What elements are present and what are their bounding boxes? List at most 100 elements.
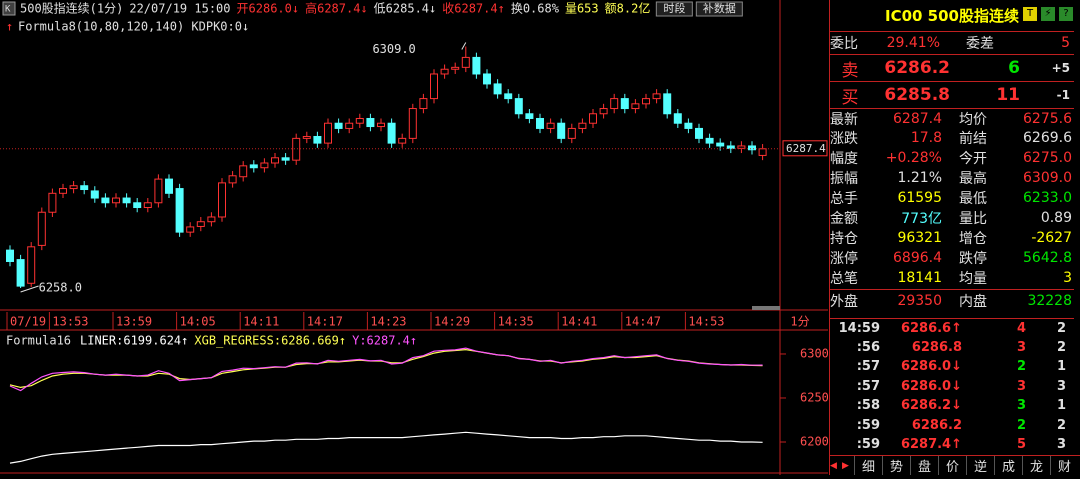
- candle-body: [69, 185, 78, 190]
- quote-cell: 3: [1016, 398, 1026, 413]
- quote-cell: :56: [856, 339, 880, 355]
- quote-cell: 6287.4: [893, 111, 942, 127]
- x-tick-label: 13:53: [52, 315, 88, 329]
- tab-arrow[interactable]: ▶: [842, 460, 849, 471]
- x-tick-label: 14:05: [180, 315, 216, 329]
- tab[interactable]: 财: [1050, 456, 1078, 475]
- quote-cell: 3: [1063, 270, 1072, 286]
- candle-body: [196, 221, 205, 227]
- candle-body: [334, 122, 343, 129]
- candle-body: [175, 188, 184, 233]
- candle-body: [652, 93, 661, 100]
- menu-icon: K: [5, 5, 11, 15]
- quote-cell: 5: [1016, 437, 1026, 452]
- toolbar-icon[interactable]: ⚡: [1041, 7, 1055, 21]
- scrollbar[interactable]: [752, 306, 780, 310]
- toolbar-icon[interactable]: T: [1023, 7, 1037, 21]
- candle-body: [6, 249, 14, 262]
- quote-cell: 2: [1056, 321, 1066, 336]
- candle-body: [101, 197, 110, 204]
- candle-body: [631, 103, 640, 110]
- candle-body: [239, 165, 248, 178]
- quote-cell: 29.41%: [886, 35, 940, 51]
- tab[interactable]: 成: [994, 456, 1022, 475]
- tab[interactable]: 价: [938, 456, 966, 475]
- tab[interactable]: 势: [882, 456, 910, 475]
- quote-cell: 6286.2: [884, 58, 950, 78]
- tab-arrow[interactable]: ◀: [830, 460, 837, 471]
- candle-body: [408, 108, 417, 139]
- quote-cell: 总笔: [830, 271, 858, 287]
- quote-row: IC00 500股指连续: [830, 0, 1074, 30]
- tab[interactable]: 逆: [966, 456, 994, 475]
- quote-cell: 1.21%: [897, 170, 942, 186]
- quote-cell: 均量: [959, 271, 987, 287]
- quote-cell: 6286.8: [911, 339, 962, 355]
- candle-body: [260, 162, 269, 169]
- candle-body: [705, 137, 714, 144]
- quote-row: 买 6285.8 11 -1: [830, 81, 1074, 108]
- quote-cell: 6286.2↓: [900, 398, 962, 413]
- quote-cell: 幅度: [830, 151, 858, 167]
- quote-row: 卖 6286.2 6 +5: [830, 54, 1074, 81]
- candle-body: [112, 197, 120, 204]
- quote-cell: 0.89: [1040, 210, 1072, 226]
- quote-cell: 3: [1056, 378, 1066, 394]
- toolbar-icon[interactable]: ?: [1059, 7, 1073, 21]
- annotation-label: 6258.0: [39, 281, 82, 295]
- menu-button[interactable]: [2, 1, 16, 16]
- candle-body: [249, 164, 258, 169]
- x-tick-label: 14:29: [434, 315, 470, 329]
- quote-cell: 6269.6: [1023, 130, 1072, 146]
- candle-body: [207, 216, 216, 223]
- candle-body: [281, 157, 290, 161]
- tab[interactable]: 盘: [910, 456, 938, 475]
- quote-cell: 2: [1016, 417, 1026, 433]
- candle-body: [673, 113, 682, 124]
- header-button[interactable]: [655, 1, 693, 17]
- quote-cell: 3: [1016, 339, 1026, 355]
- quote-cell: 外盘: [830, 294, 858, 310]
- candle-body: [398, 137, 407, 144]
- candle-body: [48, 192, 57, 213]
- candle-body: [218, 182, 226, 218]
- quote-row: 最新 6287.4 均价 6275.6: [830, 108, 1074, 129]
- candle-body: [536, 117, 544, 129]
- x-tick-label: 07/19: [10, 315, 46, 329]
- candle-body: [493, 83, 502, 95]
- quote-cell: 96321: [897, 230, 942, 246]
- formula-line: Formula8(10,80,120,140) KDPK0:0↓: [18, 20, 249, 34]
- quote-cell: 涨跌: [830, 131, 858, 147]
- header-button[interactable]: [695, 1, 743, 17]
- candle-body: [610, 98, 619, 110]
- quote-cell: 内盘: [959, 294, 987, 310]
- candle-body: [37, 211, 46, 246]
- x-tick-label: 14:23: [370, 315, 406, 329]
- quote-panel: IC00 500股指连续 T ⚡? 委比 29.41% 委差 5 卖 6286.2 6 +5 买 628…: [829, 0, 1080, 475]
- quote-cell: 跌停: [959, 251, 987, 267]
- candle-body: [27, 246, 36, 284]
- background: [0, 0, 828, 475]
- quote-cell: 均价: [959, 112, 987, 128]
- quote-row: 涨停 6896.4 跌停 5642.8: [830, 248, 1074, 268]
- quote-row: :57 6286.0↓ 2 1: [830, 357, 1074, 376]
- candle-body: [324, 122, 332, 144]
- quote-cell: 5642.8: [1023, 250, 1072, 266]
- annotation-line: [461, 42, 467, 50]
- tab[interactable]: 细: [854, 456, 882, 475]
- x-tick-label: 14:35: [498, 315, 534, 329]
- candle-body: [684, 122, 693, 129]
- last-price-label: 6287.4: [786, 142, 826, 155]
- quote-cell: +5: [1051, 61, 1070, 75]
- indicator-name: Formula16: [6, 334, 71, 348]
- header-item: 收6287.4↑: [442, 2, 505, 16]
- quote-cell: 6286.0↓: [900, 378, 962, 394]
- tab[interactable]: 龙: [1022, 456, 1050, 475]
- candle-body: [578, 122, 587, 129]
- candle-body: [567, 127, 576, 139]
- annotation-label: 6309.0: [372, 42, 415, 56]
- candle-body: [271, 157, 279, 164]
- candle-body: [165, 178, 173, 194]
- quote-row: 外盘 29350 内盘 32228: [830, 289, 1074, 312]
- quote-cell: 6287.4↑: [900, 437, 962, 452]
